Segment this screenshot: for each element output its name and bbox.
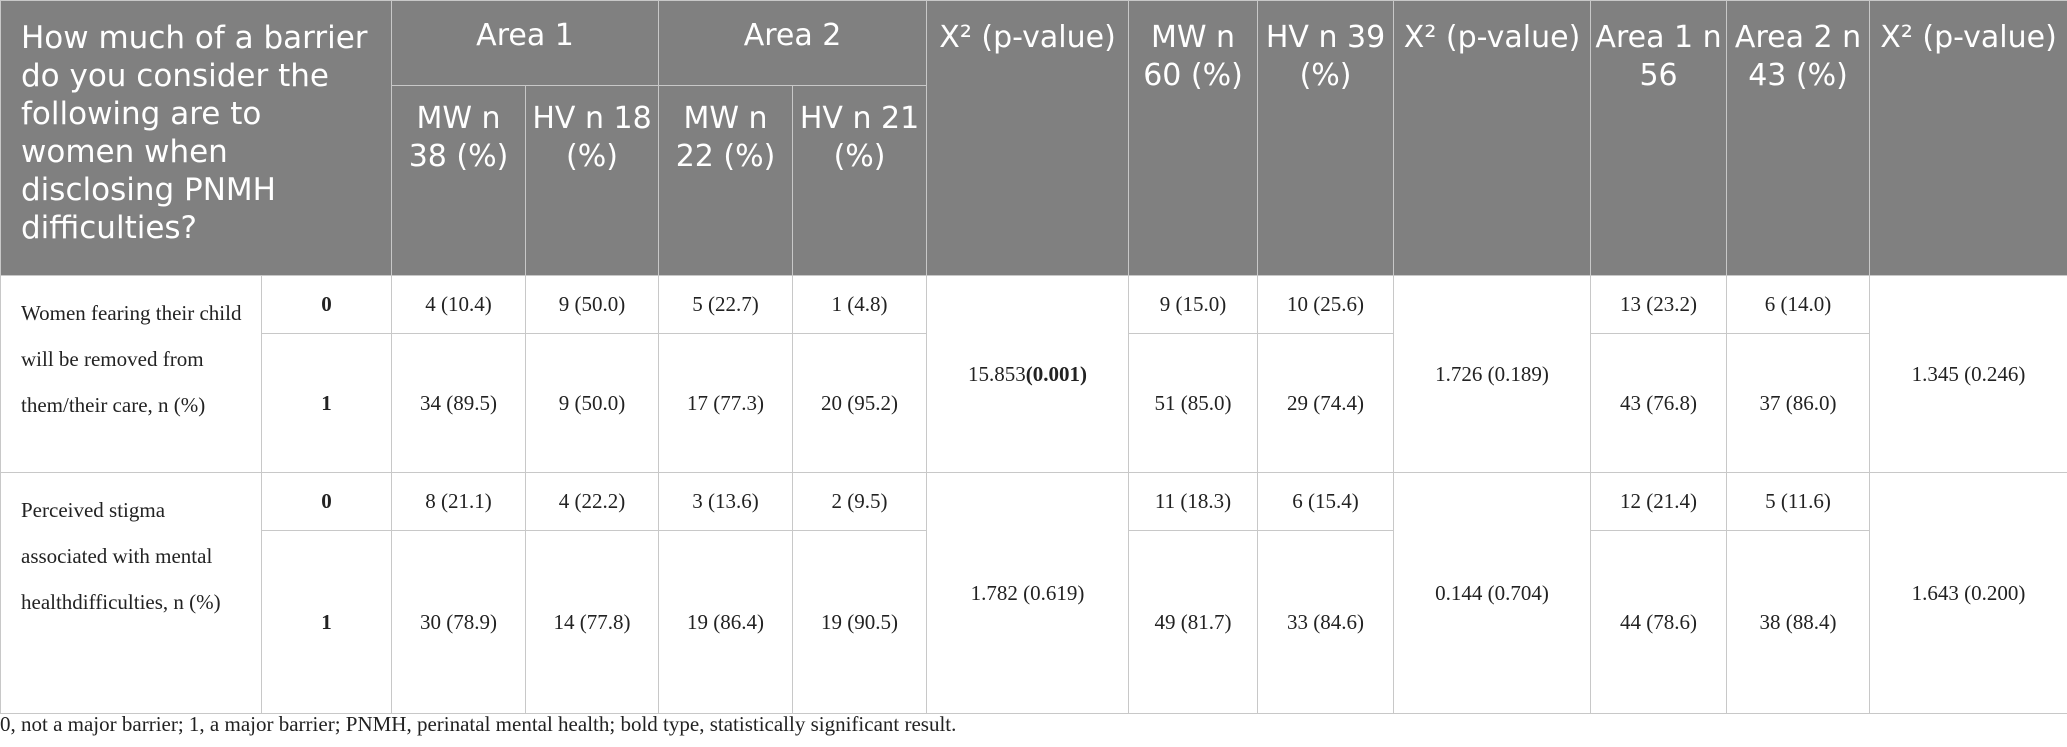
mw-60-header: MW n 60 (%) <box>1128 0 1259 276</box>
chi-square-cell-2: 0.144 (0.704) <box>1393 472 1592 714</box>
cell-area1: 44 (78.6) <box>1590 530 1728 714</box>
cell-mw38: 34 (89.5) <box>391 333 526 473</box>
hv-18-header: HV n 18 (%) <box>524 85 660 276</box>
hv-39-header: HV n 39 (%) <box>1257 0 1395 276</box>
cell-mw38: 4 (10.4) <box>391 275 526 334</box>
mw-22-header: MW n 22 (%) <box>658 85 794 276</box>
cell-hv39: 6 (15.4) <box>1257 472 1395 531</box>
cell-hv18: 9 (50.0) <box>524 333 660 473</box>
area2-header: Area 2 <box>658 0 928 86</box>
cell-mw22: 3 (13.6) <box>658 472 794 531</box>
cell-hv18: 14 (77.8) <box>524 530 660 714</box>
cell-mw22: 19 (86.4) <box>658 530 794 714</box>
cell-mw60: 9 (15.0) <box>1128 275 1259 334</box>
area2-43-header: Area 2 n 43 (%) <box>1726 0 1871 276</box>
cell-mw60: 51 (85.0) <box>1128 333 1259 473</box>
chi-square-cell-1: 15.853(0.001) <box>926 275 1130 473</box>
cell-area2: 37 (86.0) <box>1726 333 1871 473</box>
cell-hv21: 19 (90.5) <box>792 530 928 714</box>
barriers-table: How much of a barrier do you consider th… <box>0 0 2067 714</box>
chi-square-cell-3: 1.345 (0.246) <box>1869 275 2067 473</box>
cell-hv39: 10 (25.6) <box>1257 275 1395 334</box>
cell-mw60: 49 (81.7) <box>1128 530 1259 714</box>
row-label-stigma: Perceived stigma associated with mental … <box>0 472 262 714</box>
question-header: How much of a barrier do you consider th… <box>0 0 392 276</box>
cell-mw22: 17 (77.3) <box>658 333 794 473</box>
cell-mw38: 30 (78.9) <box>391 530 526 714</box>
cell-area1: 43 (76.8) <box>1590 333 1728 473</box>
chi-square-header-3: X² (p-value) <box>1869 0 2067 276</box>
cell-area1: 13 (23.2) <box>1590 275 1728 334</box>
chi-square-cell-2: 1.726 (0.189) <box>1393 275 1592 473</box>
cell-hv39: 29 (74.4) <box>1257 333 1395 473</box>
level-cell: 0 <box>261 275 392 334</box>
chi-square-header-1: X² (p-value) <box>926 0 1130 276</box>
table-footnote: 0, not a major barrier; 1, a major barri… <box>0 712 957 736</box>
cell-hv21: 20 (95.2) <box>792 333 928 473</box>
cell-hv39: 33 (84.6) <box>1257 530 1395 714</box>
cell-area2: 38 (88.4) <box>1726 530 1871 714</box>
chi-square-cell-1: 1.782 (0.619) <box>926 472 1130 714</box>
cell-hv18: 4 (22.2) <box>524 472 660 531</box>
cell-area2: 6 (14.0) <box>1726 275 1871 334</box>
cell-hv21: 1 (4.8) <box>792 275 928 334</box>
mw-38-header: MW n 38 (%) <box>391 85 526 276</box>
cell-mw22: 5 (22.7) <box>658 275 794 334</box>
level-cell: 1 <box>261 530 392 714</box>
area1-header: Area 1 <box>390 0 660 86</box>
chi-square-cell-3: 1.643 (0.200) <box>1869 472 2067 714</box>
table-row: 1 34 (89.5) 9 (50.0) 17 (77.3) 20 (95.2)… <box>1 333 2067 473</box>
cell-mw60: 11 (18.3) <box>1128 472 1259 531</box>
table-row: Women fearing their child will be remove… <box>0 275 2067 473</box>
cell-area2: 5 (11.6) <box>1726 472 1871 531</box>
cell-area1: 12 (21.4) <box>1590 472 1728 531</box>
cell-hv21: 2 (9.5) <box>792 472 928 531</box>
chi-square-header-2: X² (p-value) <box>1393 0 1592 276</box>
level-cell: 1 <box>261 333 392 473</box>
level-cell: 0 <box>261 472 392 531</box>
area1-56-header: Area 1 n 56 <box>1590 0 1728 276</box>
cell-hv18: 9 (50.0) <box>524 275 660 334</box>
chi-p-significant: (0.001) <box>1025 361 1088 386</box>
table-row: Perceived stigma associated with mental … <box>0 472 2067 714</box>
hv-21-header: HV n 21 (%) <box>792 85 928 276</box>
cell-mw38: 8 (21.1) <box>391 472 526 531</box>
table-row: 1 30 (78.9) 14 (77.8) 19 (86.4) 19 (90.5… <box>1 530 2067 714</box>
chi-value: 15.853 <box>968 361 1026 386</box>
row-label-removal: Women fearing their child will be remove… <box>0 275 262 473</box>
